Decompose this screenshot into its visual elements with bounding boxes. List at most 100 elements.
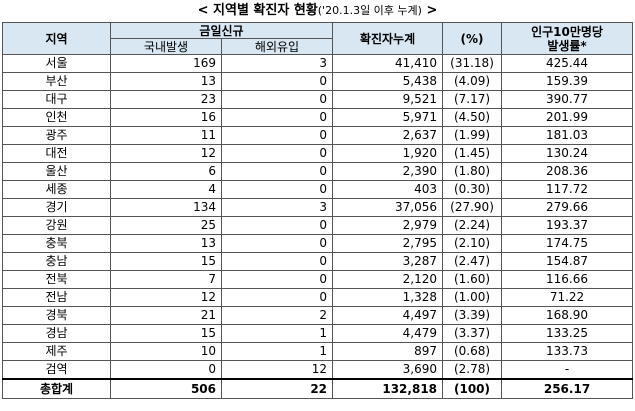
cell-region: 경북 (2, 306, 111, 325)
cell-rate: 181.03 (501, 126, 634, 145)
cell-imported: 1 (220, 324, 334, 343)
cell-percent: (1.80) (442, 162, 503, 181)
cell-imported: 0 (220, 216, 334, 235)
cell-rate: 130.24 (501, 144, 634, 163)
cell-percent: (2.10) (442, 234, 503, 253)
table-row: 전북 7 0 2,120 (1.60) 116.66 (2, 270, 634, 289)
cell-imported: 0 (220, 234, 334, 253)
cell-region: 대전 (2, 144, 111, 163)
cell-imported: 0 (220, 144, 334, 163)
cell-domestic: 134 (110, 198, 222, 217)
cell-imported: 0 (220, 108, 334, 127)
cell-cumulative: 41,410 (332, 54, 444, 73)
table-row: 강원 25 0 2,979 (2.24) 193.37 (2, 216, 634, 235)
cell-region: 경남 (2, 324, 111, 343)
cell-cumulative: 1,328 (332, 288, 444, 307)
cell-percent: (1.60) (442, 270, 503, 289)
cell-region: 경기 (2, 198, 111, 217)
cell-rate: 256.17 (501, 378, 634, 399)
cell-cumulative: 2,637 (332, 126, 444, 145)
cell-cumulative: 4,497 (332, 306, 444, 325)
cell-cumulative: 2,979 (332, 216, 444, 235)
cell-imported: 2 (220, 306, 334, 325)
cell-imported: 0 (220, 72, 334, 91)
cell-cumulative: 4,479 (332, 324, 444, 343)
cell-rate: - (501, 360, 634, 380)
cell-percent: (100) (442, 378, 503, 399)
cell-region: 전북 (2, 270, 111, 289)
cell-domestic: 15 (110, 252, 222, 271)
table-row: 충북 13 0 2,795 (2.10) 174.75 (2, 234, 634, 253)
cell-percent: (7.17) (442, 90, 503, 109)
table-row: 대구 23 0 9,521 (7.17) 390.77 (2, 90, 634, 109)
table-row: 부산 13 0 5,438 (4.09) 159.39 (2, 72, 634, 91)
cell-region: 제주 (2, 342, 111, 361)
table-row: 경기 134 3 37,056 (27.90) 279.66 (2, 198, 634, 217)
cell-percent: (3.37) (442, 324, 503, 343)
cell-percent: (2.47) (442, 252, 503, 271)
cell-percent: (1.99) (442, 126, 503, 145)
cell-rate: 133.25 (501, 324, 634, 343)
header-rate-line2: 발생률* (547, 38, 587, 53)
header-rate: 인구10만명당 발생률* (501, 22, 634, 55)
cell-rate: 390.77 (501, 90, 634, 109)
table-row: 전남 12 0 1,328 (1.00) 71.22 (2, 288, 634, 307)
cell-region: 부산 (2, 72, 111, 91)
cell-percent: (27.90) (442, 198, 503, 217)
cell-rate: 279.66 (501, 198, 634, 217)
cell-region: 인천 (2, 108, 111, 127)
cell-rate: 117.72 (501, 180, 634, 199)
cell-rate: 159.39 (501, 72, 634, 91)
cell-region: 전남 (2, 288, 111, 307)
table-row: 충남 15 0 3,287 (2.47) 154.87 (2, 252, 634, 271)
table-row: 인천 16 0 5,971 (4.50) 201.99 (2, 108, 634, 127)
header-new-cases: 금일신규 (109, 22, 334, 39)
cell-domestic: 11 (110, 126, 222, 145)
cell-imported: 0 (220, 288, 334, 307)
title-suffix: > (421, 3, 438, 18)
table-row: 광주 11 0 2,637 (1.99) 181.03 (2, 126, 634, 145)
cell-percent: (3.39) (442, 306, 503, 325)
cell-imported: 3 (220, 198, 334, 217)
cell-imported: 0 (220, 252, 334, 271)
table-row: 경북 21 2 4,497 (3.39) 168.90 (2, 306, 634, 325)
cell-domestic: 12 (110, 144, 222, 163)
cell-cumulative: 1,920 (332, 144, 444, 163)
table-row: 세종 4 0 403 (0.30) 117.72 (2, 180, 634, 199)
cell-cumulative: 3,690 (332, 360, 444, 380)
cell-domestic: 10 (110, 342, 222, 361)
cell-percent: (1.00) (442, 288, 503, 307)
cell-domestic: 23 (110, 90, 222, 109)
header-domestic: 국내발생 (110, 38, 222, 55)
cell-imported: 0 (220, 162, 334, 181)
header-region: 지역 (2, 22, 111, 55)
cell-cumulative: 403 (332, 180, 444, 199)
cell-region: 광주 (2, 126, 111, 145)
cell-domestic: 15 (110, 324, 222, 343)
cell-percent: (0.30) (442, 180, 503, 199)
cell-region: 세종 (2, 180, 111, 199)
cell-rate: 133.73 (501, 342, 634, 361)
cell-imported: 3 (220, 54, 334, 73)
region-cases-table: 지역 금일신규 확진자누계 (%) 인구10만명당 발생률* 국내발생 해외유입… (2, 22, 634, 399)
cell-region: 울산 (2, 162, 111, 181)
cell-domestic: 7 (110, 270, 222, 289)
cell-domestic: 12 (110, 288, 222, 307)
cell-region: 서울 (2, 54, 111, 73)
cell-cumulative: 2,390 (332, 162, 444, 181)
cell-region: 검역 (2, 360, 111, 380)
cell-imported: 1 (220, 342, 334, 361)
cell-domestic: 169 (110, 54, 222, 73)
header-rate-line1: 인구10만명당 (531, 24, 603, 39)
cell-region: 충북 (2, 234, 111, 253)
cell-rate: 201.99 (501, 108, 634, 127)
header-imported: 해외유입 (220, 38, 334, 55)
cell-rate: 208.36 (501, 162, 634, 181)
cell-cumulative: 37,056 (332, 198, 444, 217)
cell-cumulative: 897 (332, 342, 444, 361)
cell-rate: 168.90 (501, 306, 634, 325)
cell-cumulative: 5,438 (332, 72, 444, 91)
cell-percent: (2.24) (442, 216, 503, 235)
cell-cumulative: 2,120 (332, 270, 444, 289)
cell-domestic: 506 (110, 378, 222, 399)
